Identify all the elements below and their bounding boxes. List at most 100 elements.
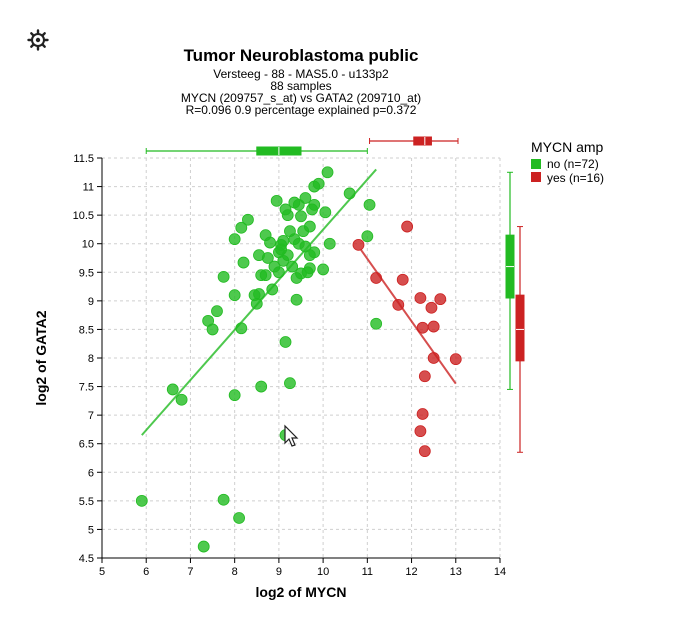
data-point-no — [363, 198, 376, 211]
data-point-no — [248, 289, 261, 302]
tick-labels: 5 6 7 8 9 10 11 12 13 14 4.5 5 5.5 6 6.5 7 7.5 8 8.5 9 9.5 10… — [73, 153, 507, 578]
data-point-no — [321, 166, 334, 179]
data-point-no — [228, 389, 241, 402]
data-point-yes — [416, 321, 429, 334]
data-point-no — [211, 305, 223, 318]
data-point-no — [312, 177, 325, 190]
legend-label-yes: yes (n=16) — [547, 171, 604, 185]
data-point-no — [206, 323, 219, 336]
y-tick-label: 6.5 — [79, 439, 94, 451]
data-point-no — [279, 203, 292, 216]
y-tick-label: 11 — [83, 182, 94, 194]
y-tick-label: 6 — [88, 467, 94, 479]
y-tick-label: 4.5 — [79, 553, 94, 565]
y-tick-label: 9 — [88, 296, 94, 308]
data-point-no — [228, 233, 241, 246]
data-point-yes — [427, 320, 440, 333]
data-point-no — [272, 266, 285, 279]
x-tick-label: 10 — [317, 566, 329, 578]
x-tick-label: 9 — [276, 566, 282, 578]
x-boxplot-box-yes — [413, 136, 432, 146]
x-axis-label: log2 of MYCN — [256, 584, 347, 600]
data-point-no — [323, 237, 336, 250]
x-tick-label: 11 — [362, 566, 373, 578]
legend: MYCN amp no (n=72) yes (n=16) — [531, 139, 604, 185]
data-point-no — [135, 494, 148, 507]
y-tick-label: 10 — [82, 239, 94, 251]
data-point-no — [284, 377, 296, 390]
chart-subtitle-1: Versteeg - 88 - MAS5.0 - u133p2 — [213, 67, 389, 81]
data-point-yes — [414, 425, 427, 438]
y-tick-label: 8 — [88, 353, 94, 365]
data-point-no — [235, 221, 248, 234]
data-point-no — [319, 206, 332, 219]
data-point-no — [370, 317, 383, 330]
data-point-no — [317, 263, 330, 276]
data-point-no — [279, 336, 292, 348]
data-point-yes — [352, 238, 365, 251]
x-tick-label: 12 — [405, 566, 417, 578]
data-point-no — [228, 289, 241, 302]
data-point-yes — [427, 352, 440, 364]
y-tick-label: 5 — [88, 524, 94, 536]
y-tick-label: 7 — [88, 410, 94, 422]
x-tick-label: 6 — [143, 566, 149, 578]
data-point-no — [292, 198, 305, 211]
x-tick-label: 5 — [99, 566, 105, 578]
data-point-yes — [392, 298, 405, 311]
y-axis-label: log2 of GATA2 — [33, 310, 49, 405]
legend-label-no: no (n=72) — [547, 157, 599, 171]
chart-title: Tumor Neuroblastoma public — [184, 46, 419, 65]
data-point-no — [275, 243, 288, 256]
legend-title: MYCN amp — [531, 139, 604, 155]
axes — [97, 157, 501, 563]
data-point-no — [175, 393, 188, 406]
data-point-no — [235, 322, 248, 335]
x-tick-label: 13 — [450, 566, 462, 578]
data-point-no — [295, 210, 307, 223]
y-tick-label: 5.5 — [79, 496, 94, 508]
x-tick-label: 14 — [494, 566, 506, 578]
data-point-no — [255, 380, 268, 393]
legend-swatch-no — [531, 159, 541, 169]
data-point-yes — [370, 272, 383, 284]
data-point-no — [270, 194, 283, 207]
data-point-no — [303, 220, 316, 233]
data-point-no — [217, 270, 230, 283]
settings-gear-icon[interactable] — [27, 29, 49, 51]
data-point-yes — [414, 292, 427, 304]
data-point-no — [290, 293, 303, 306]
data-point-no — [237, 256, 250, 269]
y-tick-label: 9.5 — [79, 267, 94, 279]
data-point-yes — [418, 445, 431, 458]
data-point-no — [343, 187, 356, 200]
data-point-no — [261, 252, 274, 264]
data-point-yes — [396, 273, 409, 286]
legend-swatch-yes — [531, 172, 541, 182]
data-point-no — [266, 283, 279, 296]
y-boxplot-box-yes — [515, 294, 525, 362]
mouse-cursor-icon — [284, 424, 299, 447]
data-point-yes — [418, 370, 431, 383]
data-point-no — [233, 512, 245, 524]
chart-subtitle-4: R=0.096 0.9 percentage explained p=0.372 — [186, 103, 417, 117]
data-point-no — [217, 493, 230, 506]
x-tick-label: 8 — [232, 566, 238, 578]
data-point-yes — [401, 220, 414, 233]
data-point-no — [242, 213, 254, 226]
y-tick-label: 8.5 — [79, 324, 94, 336]
data-point-no — [308, 246, 321, 259]
y-tick-label: 7.5 — [79, 382, 94, 394]
chart-subtitle-3: MYCN (209757_s_at) vs GATA2 (209710_at) — [181, 91, 421, 105]
data-point-no — [286, 260, 299, 273]
marginal-boxplots — [145, 136, 525, 453]
y-tick-label: 10.5 — [73, 210, 94, 222]
chart-subtitle-2: 88 samples — [270, 79, 331, 93]
data-point-no — [303, 262, 316, 275]
data-point-no — [166, 383, 179, 396]
data-point-no — [259, 229, 272, 242]
data-point-no — [361, 230, 374, 243]
data-point-yes — [425, 301, 438, 314]
data-point-yes — [449, 353, 462, 366]
